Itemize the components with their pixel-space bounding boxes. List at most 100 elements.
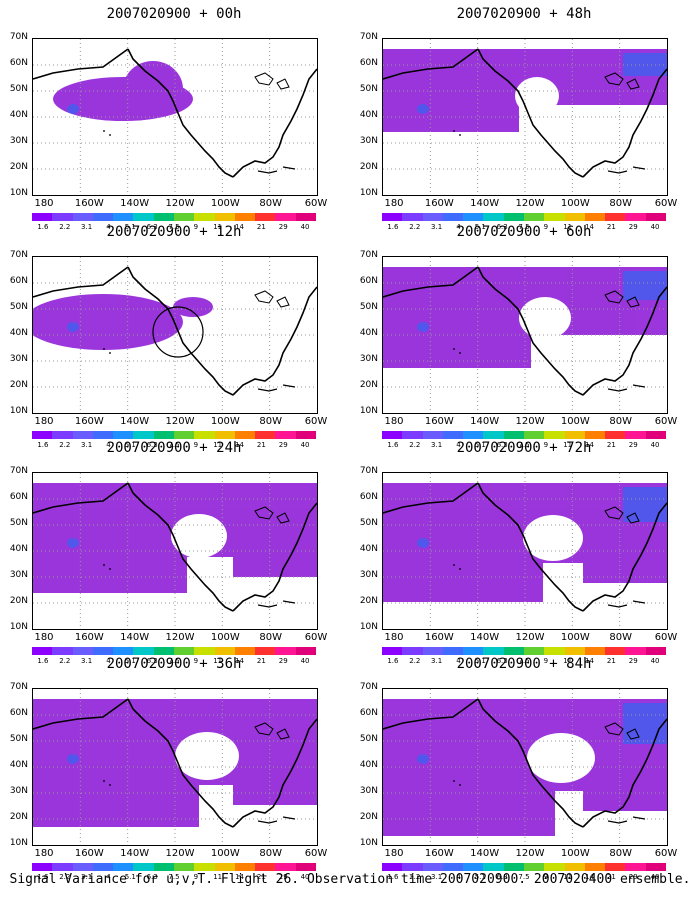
latitude-label: 70N [359, 250, 378, 260]
colorbar-labels: 1.6 2.2 3.1 4 5.1 6.3 7.5 9 11 14 21 29 40 [382, 441, 666, 449]
colorbar-swatch [584, 213, 606, 221]
variance-fill [33, 483, 317, 593]
longitude-label: 180 [34, 848, 54, 859]
colorbar-swatch [153, 863, 174, 871]
longitude-label: 60W [654, 632, 678, 643]
colorbar-labels: 1.6 2.2 3.1 4 5.1 6.3 7.5 9 11 14 21 29 40 [382, 873, 666, 881]
islands [103, 130, 296, 174]
colorbar-label: 6.3 [496, 223, 508, 231]
colorbar-swatch [153, 647, 174, 655]
latitude-label: 20N [9, 162, 28, 172]
colorbar-label: 9 [543, 441, 549, 449]
colorbar-label: 21 [256, 873, 266, 881]
colorbar [32, 647, 316, 655]
longitude-label: 100W [210, 198, 240, 209]
colorbar-label: 5.1 [124, 657, 136, 665]
latitude-label: 50N [359, 518, 378, 528]
variance-high [67, 104, 79, 114]
panel-title: 2007020900 + 60h [456, 224, 592, 240]
colorbar-label: 7.5 [518, 873, 530, 881]
variance-gap [527, 733, 595, 783]
colorbar [32, 213, 316, 221]
variance-fill [33, 294, 213, 350]
colorbar [382, 213, 666, 221]
variance-gap [519, 297, 571, 339]
longitude-label: 120W [515, 416, 545, 427]
colorbar-label: 14 [235, 223, 244, 231]
colorbar-label: 1.6 [387, 223, 399, 231]
colorbar-label: 3.1 [431, 441, 443, 449]
colorbar-label: 14 [235, 441, 244, 449]
longitude-label: 100W [560, 632, 590, 643]
colorbar-swatch [52, 647, 73, 655]
latitude-label: 20N [359, 162, 378, 172]
coastline [383, 266, 667, 396]
colorbar-swatch [564, 213, 585, 221]
latitude-label: 60N [359, 58, 378, 68]
colorbar-label: 11 [563, 223, 573, 231]
colorbar [382, 863, 666, 871]
longitude-label: 180 [34, 416, 54, 427]
colorbar-swatch [255, 431, 276, 439]
latitude-label: 30N [9, 354, 28, 364]
colorbar-label: 9 [193, 441, 199, 449]
colorbar-swatch [442, 431, 464, 439]
latitude-label: 50N [359, 302, 378, 312]
colorbar-label: 3.1 [431, 657, 443, 665]
latitude-label: 60N [9, 708, 28, 718]
colorbar-label: 4 [456, 223, 461, 231]
colorbar-label: 1.6 [387, 441, 399, 449]
colorbar-swatch [72, 431, 93, 439]
colorbar-swatch [605, 647, 626, 655]
colorbar-swatch [402, 863, 423, 871]
colorbar-label: 2.2 [409, 657, 421, 665]
latitude-label: 60N [9, 492, 28, 502]
colorbar-label: 2.2 [409, 441, 421, 449]
latitude-label: 30N [9, 136, 28, 146]
colorbar-label: 1.6 [37, 873, 49, 881]
variance-gap [515, 77, 559, 115]
latitude-label: 10N [9, 622, 28, 632]
panel-title: 2007020900 + 12h [106, 224, 242, 240]
colorbar-swatch [584, 863, 606, 871]
colorbar-swatch [523, 647, 545, 655]
colorbar-label: 5.1 [474, 657, 486, 665]
colorbar-swatch [194, 863, 215, 871]
colorbar-swatch [625, 647, 646, 655]
colorbar-label: 1.6 [37, 441, 49, 449]
colorbar-swatch [133, 431, 154, 439]
colorbar-swatch [275, 647, 296, 655]
longitude-label: 180 [34, 632, 54, 643]
colorbar-swatch [72, 647, 93, 655]
latitude-label: 20N [359, 812, 378, 822]
colorbar-swatch [72, 863, 93, 871]
colorbar-swatch [544, 213, 565, 221]
colorbar-labels: 1.6 2.2 3.1 4 5.1 6.3 7.5 9 11 14 21 29 40 [382, 223, 666, 231]
latitude-label: 60N [359, 708, 378, 718]
colorbar-swatch [275, 213, 296, 221]
colorbar-label: 29 [628, 223, 638, 231]
colorbar-label: 1.6 [37, 223, 49, 231]
colorbar-label: 6.3 [496, 873, 508, 881]
latitude-label: 60N [9, 58, 28, 68]
colorbar-label: 40 [300, 657, 310, 665]
longitude-label: 140W [470, 198, 500, 209]
colorbar-swatch [422, 213, 443, 221]
colorbar-swatch [214, 213, 235, 221]
coastline [33, 48, 317, 178]
panel-title: 2007020900 + 84h [456, 656, 592, 672]
colorbar-label: 29 [278, 657, 288, 665]
longitude-label: 160W [424, 416, 454, 427]
colorbar-label: 11 [213, 441, 223, 449]
colorbar-swatch [564, 647, 585, 655]
longitude-label: 180 [34, 198, 54, 209]
longitude-label: 120W [165, 416, 195, 427]
colorbar-label: 9 [543, 657, 549, 665]
longitude-label: 80W [259, 416, 282, 427]
longitude-label: 80W [259, 848, 282, 859]
colorbar-label: 14 [585, 657, 594, 665]
panel-title: 2007020900 + 36h [106, 656, 242, 672]
longitude-label: 100W [210, 632, 240, 643]
colorbar-swatch [564, 431, 585, 439]
variance-high [67, 322, 79, 332]
